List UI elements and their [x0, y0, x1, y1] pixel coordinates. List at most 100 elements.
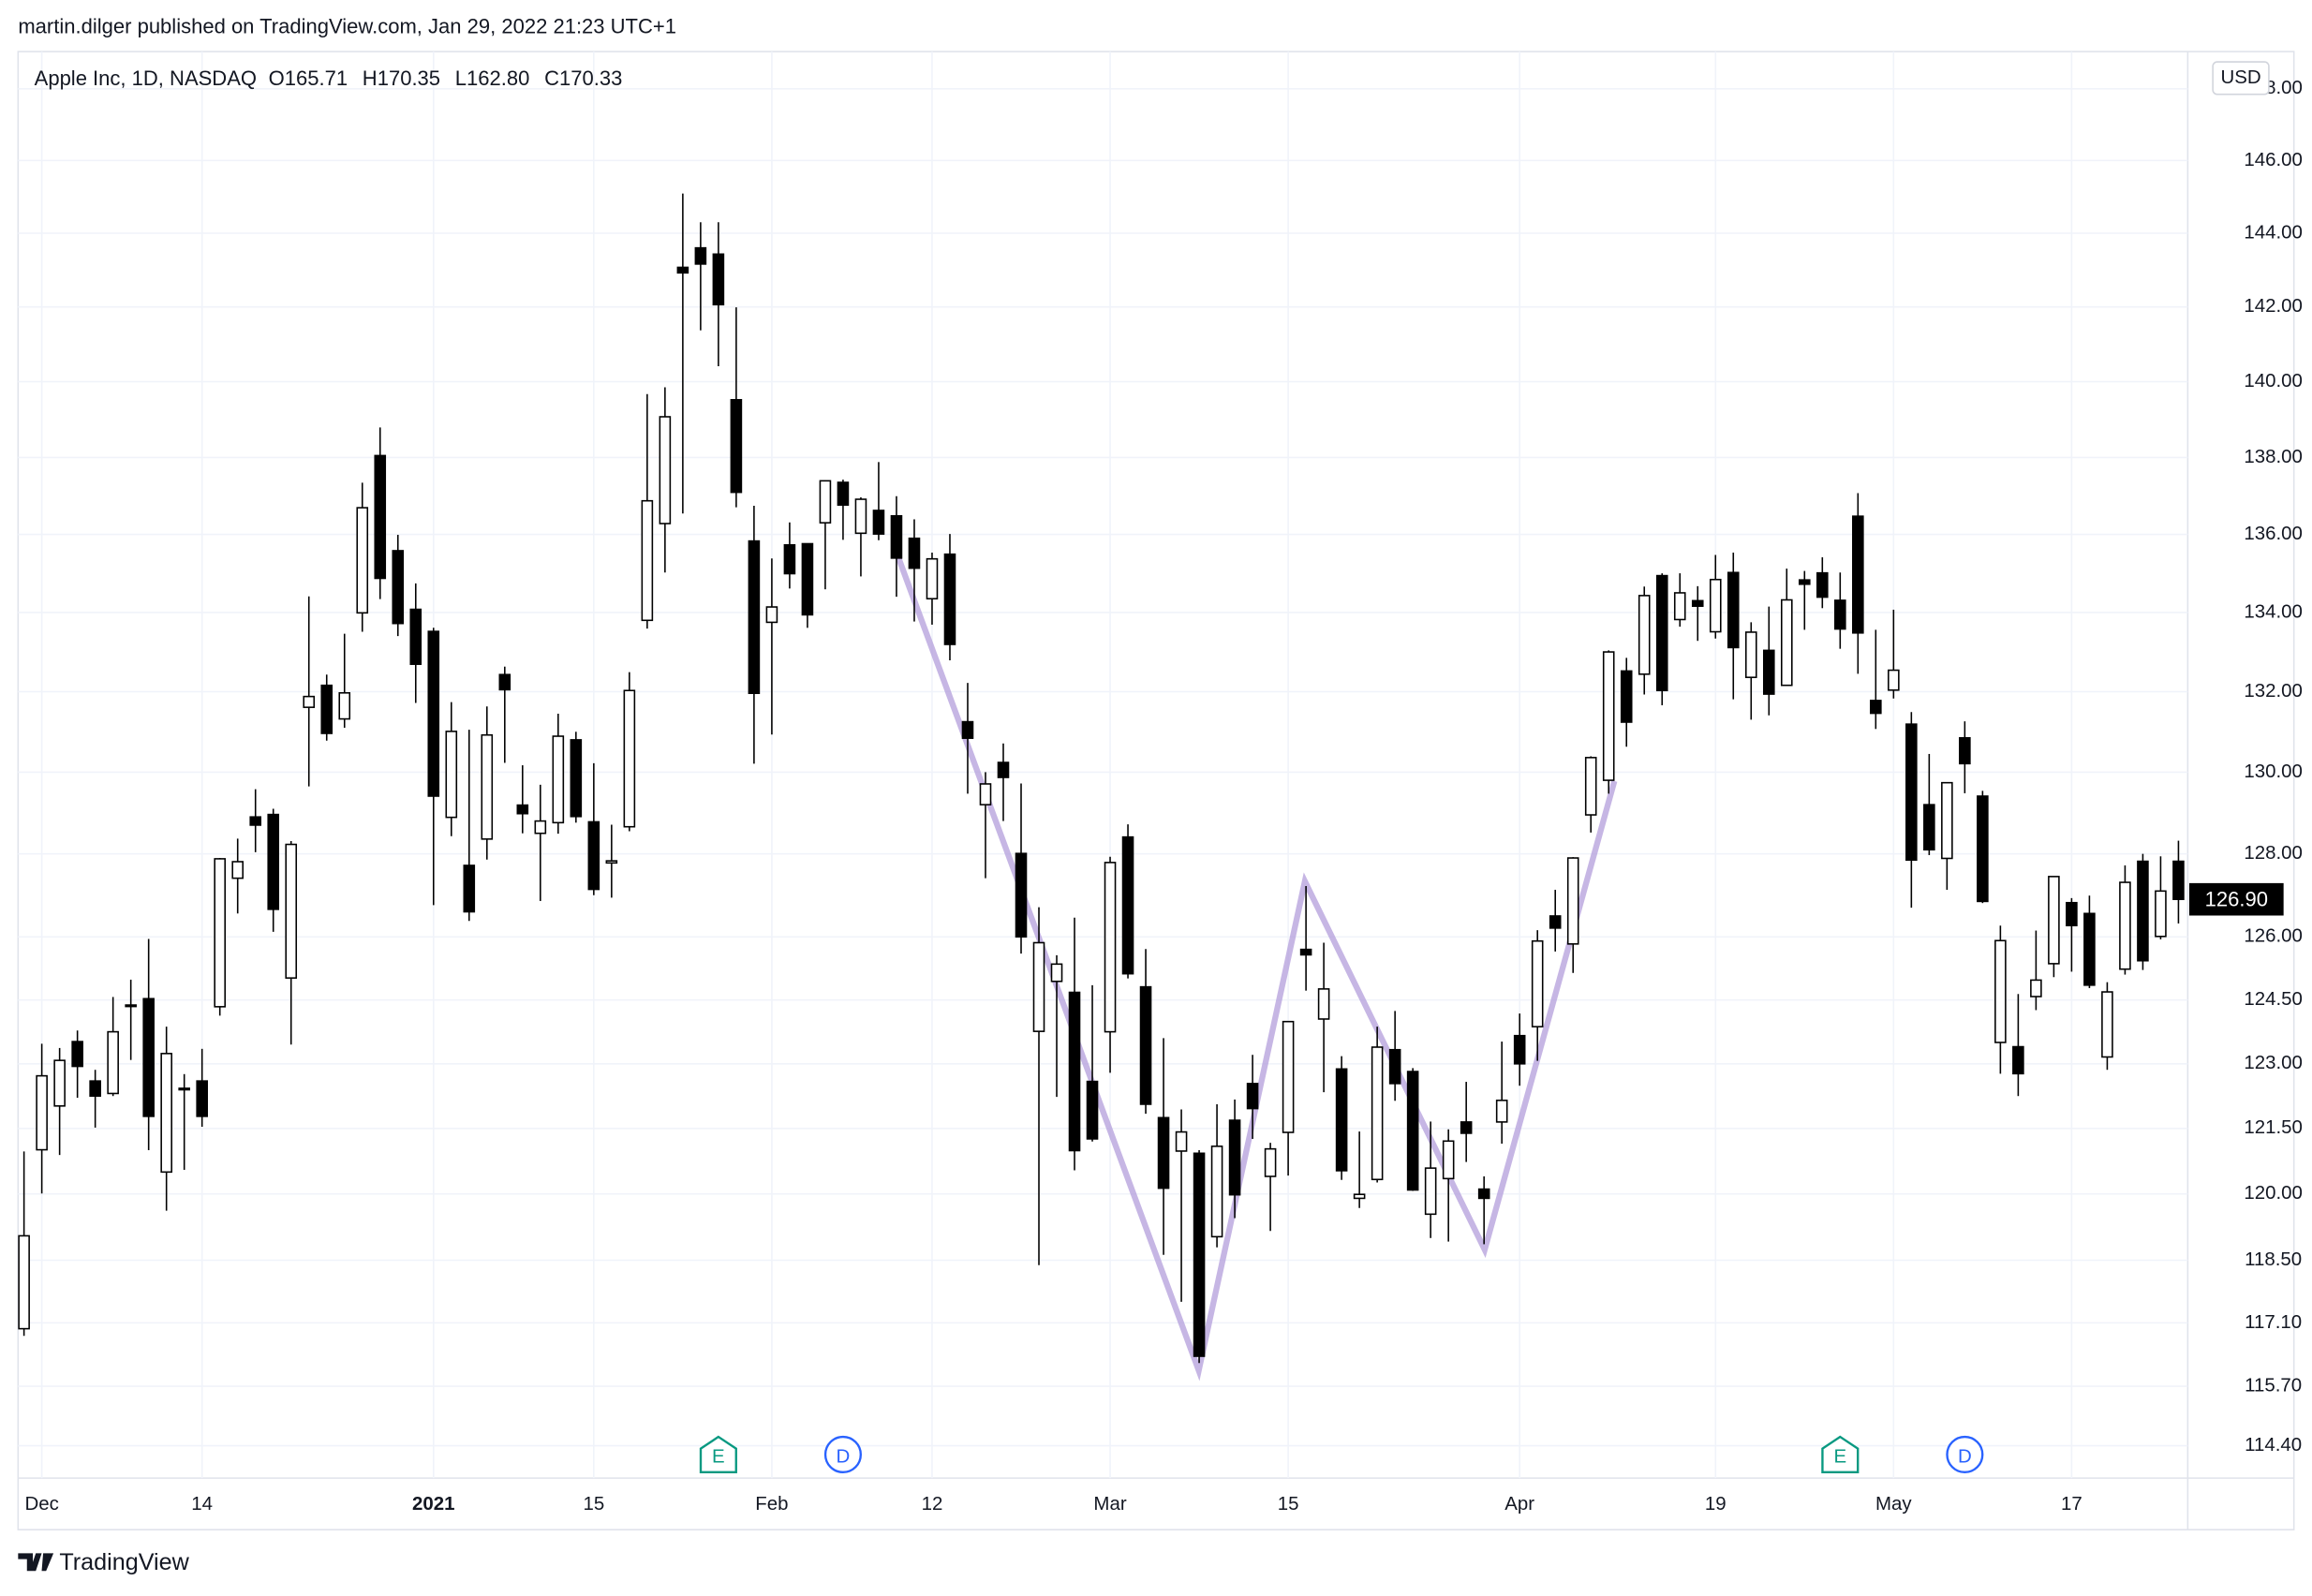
candle-body-down: [320, 684, 333, 734]
candle-body-down: [1852, 515, 1864, 634]
y-tick-label: 126.00: [2244, 925, 2303, 947]
candle-body-up: [1941, 781, 1953, 860]
candle-body-down: [1834, 599, 1846, 630]
candle-body-down: [463, 864, 476, 913]
candle-body-up: [107, 1030, 119, 1095]
y-tick-label: 128.00: [2244, 842, 2303, 864]
y-tick-label: 123.00: [2244, 1052, 2303, 1073]
candle-body-up: [285, 843, 298, 979]
candle-body-up: [1104, 862, 1117, 1033]
candle-body-up: [926, 557, 939, 600]
candle-body-up: [1566, 857, 1579, 945]
candle-body-up: [1032, 941, 1045, 1032]
candle-body-down: [908, 537, 921, 569]
candle-body-down: [2012, 1045, 2024, 1075]
currency: USD: [2220, 66, 2260, 88]
candle-body-up: [1673, 592, 1686, 621]
candle-body-down: [1620, 670, 1633, 723]
candle-body-down: [1870, 700, 1882, 715]
candle-body-down: [1513, 1034, 1526, 1065]
x-tick-label: Apr: [1504, 1493, 1534, 1515]
candle-body-down: [1905, 723, 1918, 862]
candle-body-down: [142, 998, 155, 1117]
candle-body-down: [2066, 901, 2078, 926]
candle-body-down: [712, 253, 725, 306]
candle-body-down: [872, 510, 885, 535]
candle-body-down: [498, 673, 511, 691]
x-tick-label: 12: [922, 1493, 943, 1515]
ohlc-close: C170.33: [544, 66, 622, 90]
x-tick-label: 15: [1278, 1493, 1299, 1515]
candle-body-up: [1584, 757, 1597, 816]
brand: TradingView: [59, 1549, 189, 1575]
candle-body-up: [214, 858, 226, 1008]
candle-body-down: [1549, 915, 1562, 929]
candle-body-up: [854, 498, 867, 535]
candle-body-down: [570, 739, 583, 818]
candle-body-up: [1353, 1193, 1366, 1200]
candle-body-down: [1799, 579, 1811, 585]
last-price-box: [2188, 882, 2284, 916]
candle-body-down: [178, 1087, 190, 1091]
y-tick-label: 140.00: [2244, 370, 2303, 392]
x-tick-label: 15: [583, 1493, 604, 1515]
candle-body-up: [1602, 651, 1615, 781]
x-tick-label: Mar: [1093, 1493, 1126, 1515]
candle-body-up: [534, 820, 547, 835]
candle-body-up: [765, 606, 778, 624]
candle-body-down: [1959, 736, 1971, 765]
candle-body-down: [196, 1080, 208, 1117]
candle-body-up: [1994, 939, 2007, 1043]
candle-body-down: [1193, 1152, 1206, 1357]
candle-body-up: [53, 1059, 66, 1107]
candle-body-down: [516, 804, 529, 815]
symbol: Apple Inc, 1D, NASDAQ: [35, 66, 257, 90]
candle-body-up: [1424, 1167, 1437, 1216]
candle-body-up: [552, 735, 565, 824]
candle-body-down: [2137, 860, 2149, 962]
tradingview-logo: TradingView: [18, 1549, 190, 1575]
candle-body-down: [1460, 1121, 1473, 1134]
candle-body-up: [641, 499, 654, 622]
candle-body-up: [1317, 988, 1330, 1020]
currency-box[interactable]: [2212, 61, 2270, 96]
x-tick-label: 2021: [412, 1493, 454, 1515]
candle-body-down: [694, 246, 707, 265]
candle-body-up: [1780, 598, 1793, 687]
x-tick-label: 19: [1705, 1493, 1727, 1515]
candle-body-down: [1086, 1080, 1099, 1140]
candle-body-up: [356, 507, 369, 614]
y-tick-label: 138.00: [2244, 446, 2303, 467]
candle-body-up: [1638, 595, 1651, 675]
candle-body-up: [1210, 1145, 1223, 1238]
candle-body-up: [2048, 876, 2060, 965]
event-label: D: [1958, 1446, 1972, 1468]
candle-body-down: [730, 399, 743, 494]
candle-body-up: [659, 416, 672, 525]
candle-body-down: [1228, 1119, 1241, 1196]
candle-body-down: [1157, 1116, 1170, 1190]
candle-body-up: [979, 783, 992, 805]
candle-body-up: [1371, 1046, 1384, 1181]
y-tick-label: 124.50: [2244, 988, 2303, 1010]
candle-body-up: [2030, 979, 2042, 998]
candle-body-down: [392, 550, 405, 625]
last-price-label: 126.90: [2205, 888, 2268, 911]
candle-body-up: [1709, 578, 1722, 633]
candle-body-up: [125, 1004, 137, 1008]
event-label: E: [1833, 1446, 1846, 1468]
candle-body-up: [2119, 881, 2131, 970]
price-axis: 114.40 115.70 117.10 118.50 120.00 121.50 123.…: [24, 77, 2302, 1515]
x-tick-label: May: [1875, 1493, 1912, 1515]
candle-body-up: [1495, 1100, 1508, 1123]
candle-body-down: [1977, 795, 1989, 903]
candle-body-down: [1121, 835, 1134, 975]
publisher-line: martin.dilger published on TradingView.c…: [18, 15, 676, 38]
candle-body-down: [1015, 852, 1028, 938]
candle-body-down: [2083, 912, 2096, 986]
logo-mark: [18, 1553, 54, 1572]
candle-body-down: [1068, 991, 1081, 1152]
candle-body-down: [267, 813, 280, 910]
